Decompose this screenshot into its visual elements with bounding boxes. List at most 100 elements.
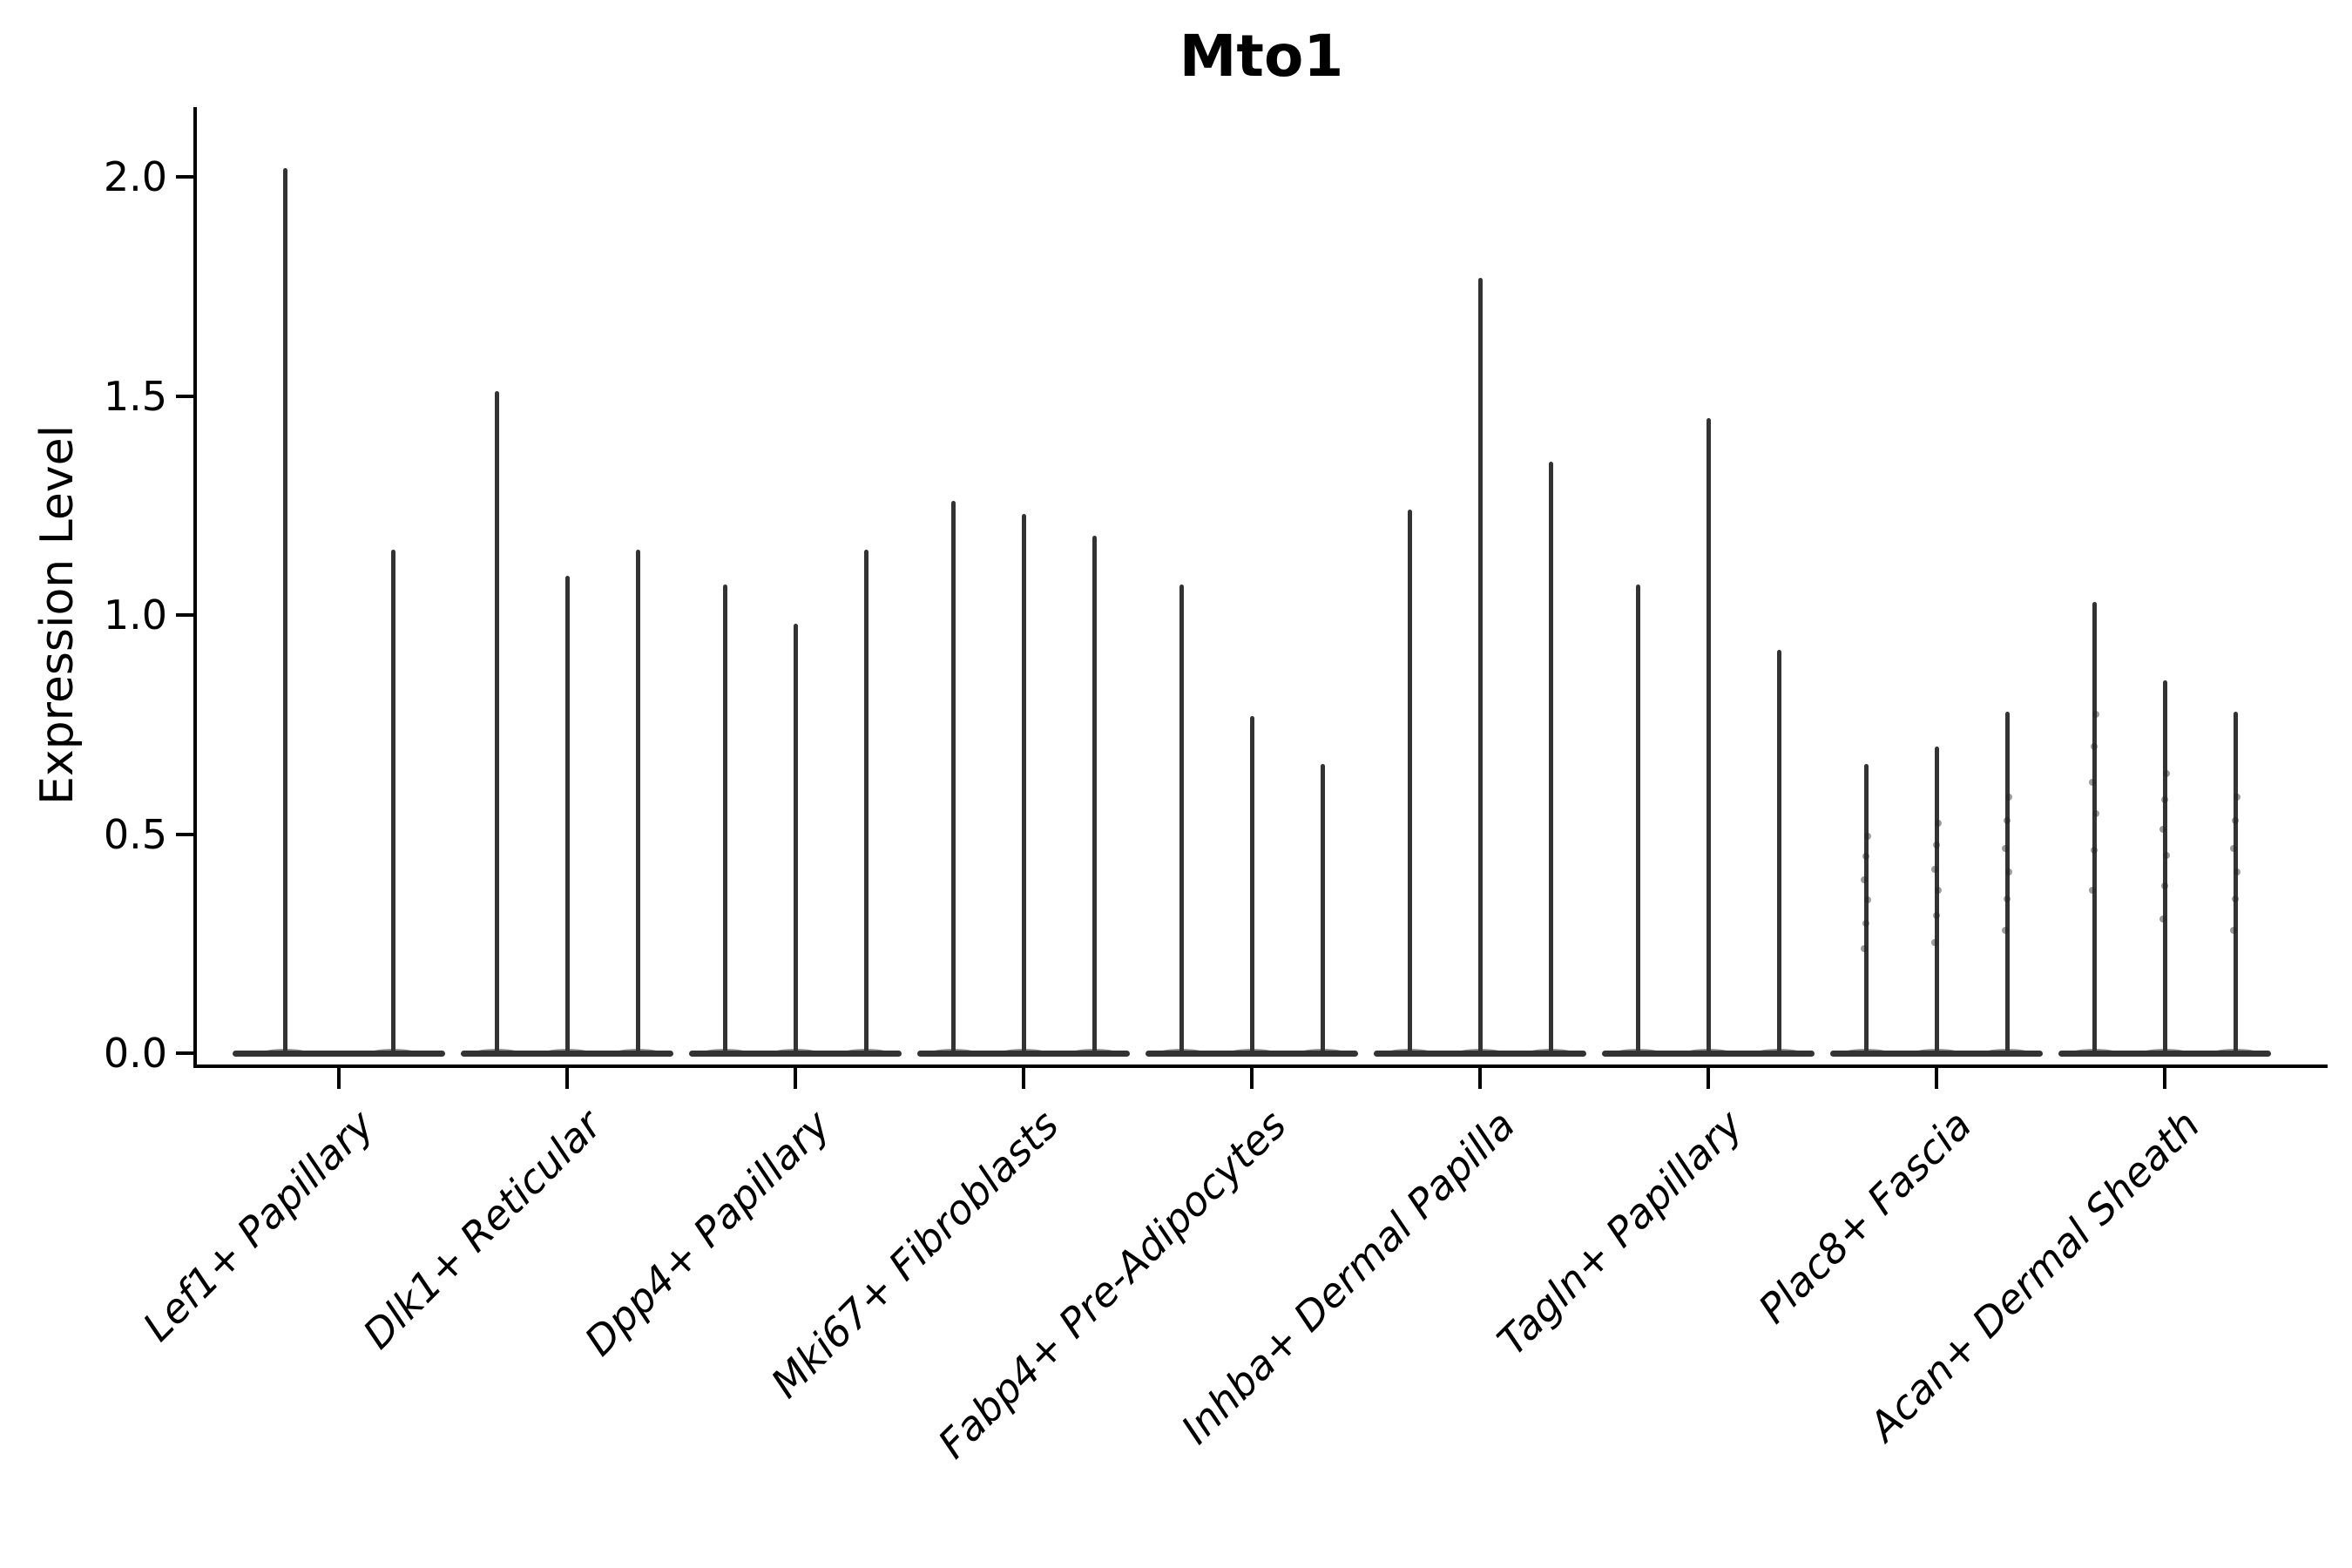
cell-point: [2163, 852, 2170, 860]
violin-spike: [1635, 584, 1640, 1056]
x-tick-label: Tagln+ Papillary: [1488, 1101, 1753, 1365]
violin-baseline: [233, 1051, 445, 1057]
cell-point: [1935, 819, 1942, 827]
violin-spike: [1092, 536, 1097, 1056]
violin-foot: [773, 1049, 818, 1057]
cell-point: [2161, 796, 2168, 804]
violin-spike: [1320, 764, 1325, 1056]
violin-foot: [2142, 1049, 2187, 1057]
x-tick: [794, 1068, 797, 1089]
cell-point: [2234, 793, 2240, 801]
violin-spike: [1021, 514, 1026, 1056]
violin-spike: [494, 391, 499, 1056]
cell-point: [2232, 896, 2239, 903]
cell-point: [2005, 793, 2012, 801]
violin-spike: [722, 584, 727, 1056]
violin-spike: [1706, 417, 1711, 1056]
cell-point: [2091, 742, 2098, 750]
violin-spike: [793, 624, 798, 1056]
y-axis-spine: [193, 107, 197, 1068]
violin-spike: [282, 167, 287, 1056]
cell-point: [2232, 817, 2239, 825]
violin-spike: [863, 549, 868, 1056]
cell-point: [1862, 919, 1869, 927]
violin-foot: [370, 1049, 416, 1057]
violin-foot: [1686, 1049, 1731, 1057]
x-tick: [565, 1068, 569, 1089]
violin-spike: [635, 549, 640, 1056]
cell-point: [2089, 779, 2096, 787]
cell-point: [2159, 826, 2166, 834]
cell-point: [2092, 810, 2099, 818]
violin-foot: [1984, 1049, 2030, 1057]
y-tick: [176, 1051, 193, 1055]
cell-point: [2089, 887, 2096, 895]
violin-foot: [1615, 1049, 1660, 1057]
cell-point: [1861, 875, 1868, 883]
violin-foot: [1756, 1049, 1801, 1057]
violin-spike: [2233, 711, 2238, 1056]
violin-foot: [702, 1049, 747, 1057]
y-tick: [176, 394, 193, 398]
cell-point: [1935, 887, 1942, 895]
y-tick: [176, 832, 193, 836]
violin-foot: [1071, 1049, 1117, 1057]
x-tick-label: Dlk1+ Reticular: [354, 1101, 612, 1358]
cell-point: [2163, 770, 2170, 778]
x-tick-label: Plac8+ Fascia: [1748, 1101, 1981, 1333]
x-tick: [1250, 1068, 1254, 1089]
violin-spike: [1179, 584, 1184, 1056]
x-tick: [1707, 1068, 1710, 1089]
violin-foot: [544, 1049, 590, 1057]
cell-point: [1862, 853, 1869, 861]
violin-foot: [1387, 1049, 1432, 1057]
violin-foot: [262, 1049, 308, 1057]
cell-point: [2092, 711, 2099, 719]
cell-point: [2005, 868, 2012, 876]
chart-title: Mto1: [1179, 23, 1344, 90]
violin-spike: [1776, 650, 1781, 1056]
violin-foot: [1300, 1049, 1345, 1057]
x-tick: [337, 1068, 341, 1089]
y-tick-label: 1.5: [103, 372, 167, 420]
cell-point: [2002, 844, 2009, 852]
violin-foot: [930, 1049, 976, 1057]
cell-point: [2159, 916, 2166, 923]
x-tick: [1478, 1068, 1482, 1089]
cell-point: [2002, 926, 2009, 934]
violin-foot: [1159, 1049, 1204, 1057]
violin-spike: [1249, 715, 1254, 1056]
violin-foot: [615, 1049, 660, 1057]
cell-point: [2091, 846, 2098, 854]
x-tick: [1022, 1068, 1025, 1089]
cell-point: [2161, 882, 2168, 889]
violin-foot: [1457, 1049, 1503, 1057]
violin-spike: [1548, 461, 1553, 1056]
violin-spike: [2092, 601, 2097, 1056]
cell-point: [2004, 817, 2011, 825]
violin-foot: [1528, 1049, 1573, 1057]
cell-point: [2230, 926, 2237, 934]
violin-spike: [1863, 764, 1869, 1056]
violin-foot: [843, 1049, 889, 1057]
violin-spike: [2004, 711, 2010, 1056]
y-tick-label: 1.0: [103, 591, 167, 639]
y-tick: [176, 175, 193, 179]
violin-foot: [2213, 1049, 2258, 1057]
violin-spike: [1407, 510, 1412, 1056]
violin-spike: [564, 575, 570, 1056]
cell-point: [2234, 868, 2240, 876]
x-axis-spine: [193, 1064, 2328, 1068]
y-tick-label: 2.0: [103, 153, 167, 200]
violin-spike: [1934, 746, 1939, 1056]
cell-point: [1933, 841, 1940, 848]
violin-foot: [1914, 1049, 1959, 1057]
cell-point: [1864, 896, 1871, 904]
cell-point: [1931, 939, 1938, 947]
violin-foot: [1001, 1049, 1046, 1057]
cell-point: [1864, 833, 1871, 840]
x-tick: [1935, 1068, 1938, 1089]
cell-point: [1861, 945, 1868, 953]
violin-spike: [950, 501, 956, 1056]
cell-point: [2230, 844, 2237, 852]
